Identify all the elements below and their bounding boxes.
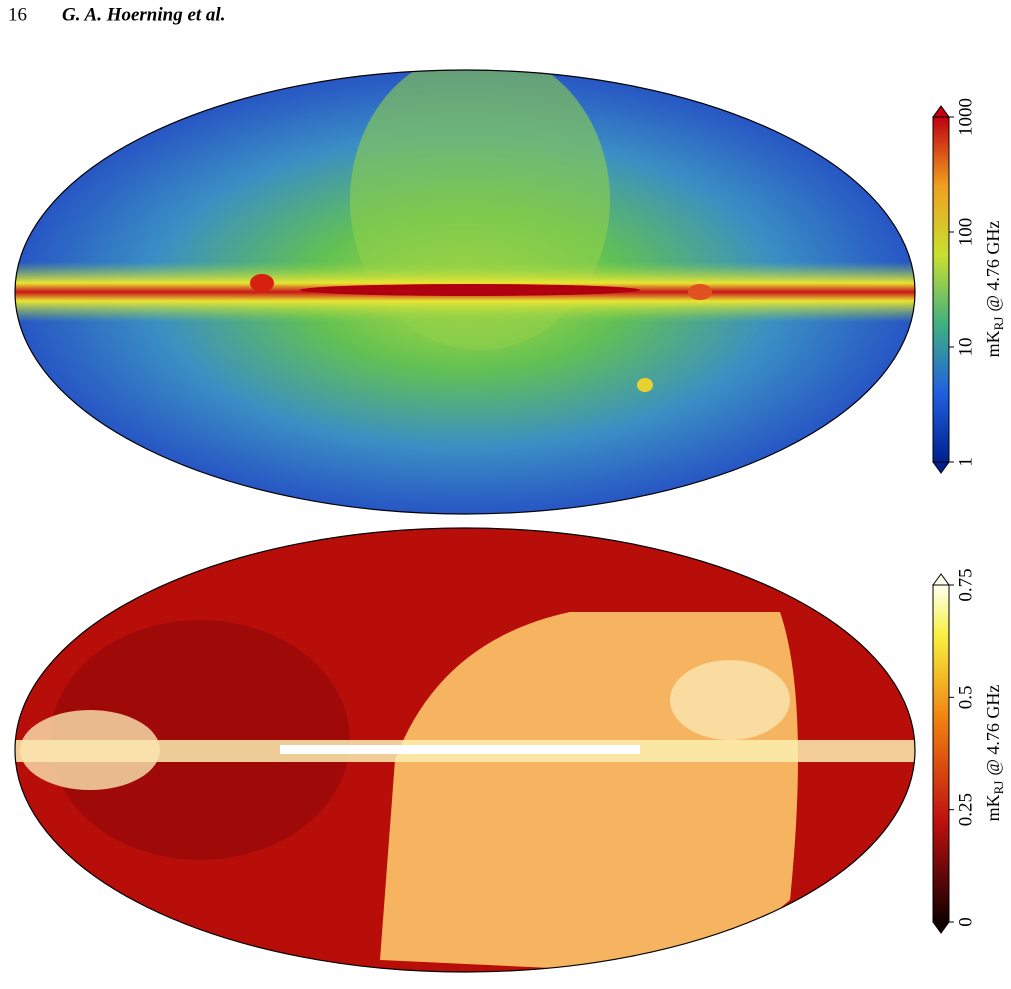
colorbar-label: mKRJ@ 4.76 GHz xyxy=(983,221,1006,358)
colorbar-tick-label: 1000 xyxy=(955,98,976,136)
colorbar-tick-label: 1 xyxy=(955,457,976,467)
colorbar-label: mKRJ@ 4.76 GHz xyxy=(983,685,1006,822)
colorbar-tick-label: 0.5 xyxy=(955,685,976,709)
bottom-map xyxy=(15,528,915,972)
page-number: 16 xyxy=(8,4,27,25)
colorbar: mKRJ@ 4.76 GHz 1 10 100 1000 xyxy=(932,98,1006,474)
running-head: G. A. Hoerning et al. xyxy=(62,4,225,25)
colorbar-tick-label: 0.25 xyxy=(955,793,976,826)
colorbar-tick-label: 0 xyxy=(955,917,976,927)
top-map xyxy=(15,70,915,514)
colorbar: mKRJ@ 4.76 GHz 0 0.25 0.5 0.75 xyxy=(932,568,1006,934)
colorbar-tick-label: 10 xyxy=(955,338,976,357)
colorbar-tick-label: 100 xyxy=(955,218,976,247)
colorbar-tick-label: 0.75 xyxy=(955,568,976,601)
